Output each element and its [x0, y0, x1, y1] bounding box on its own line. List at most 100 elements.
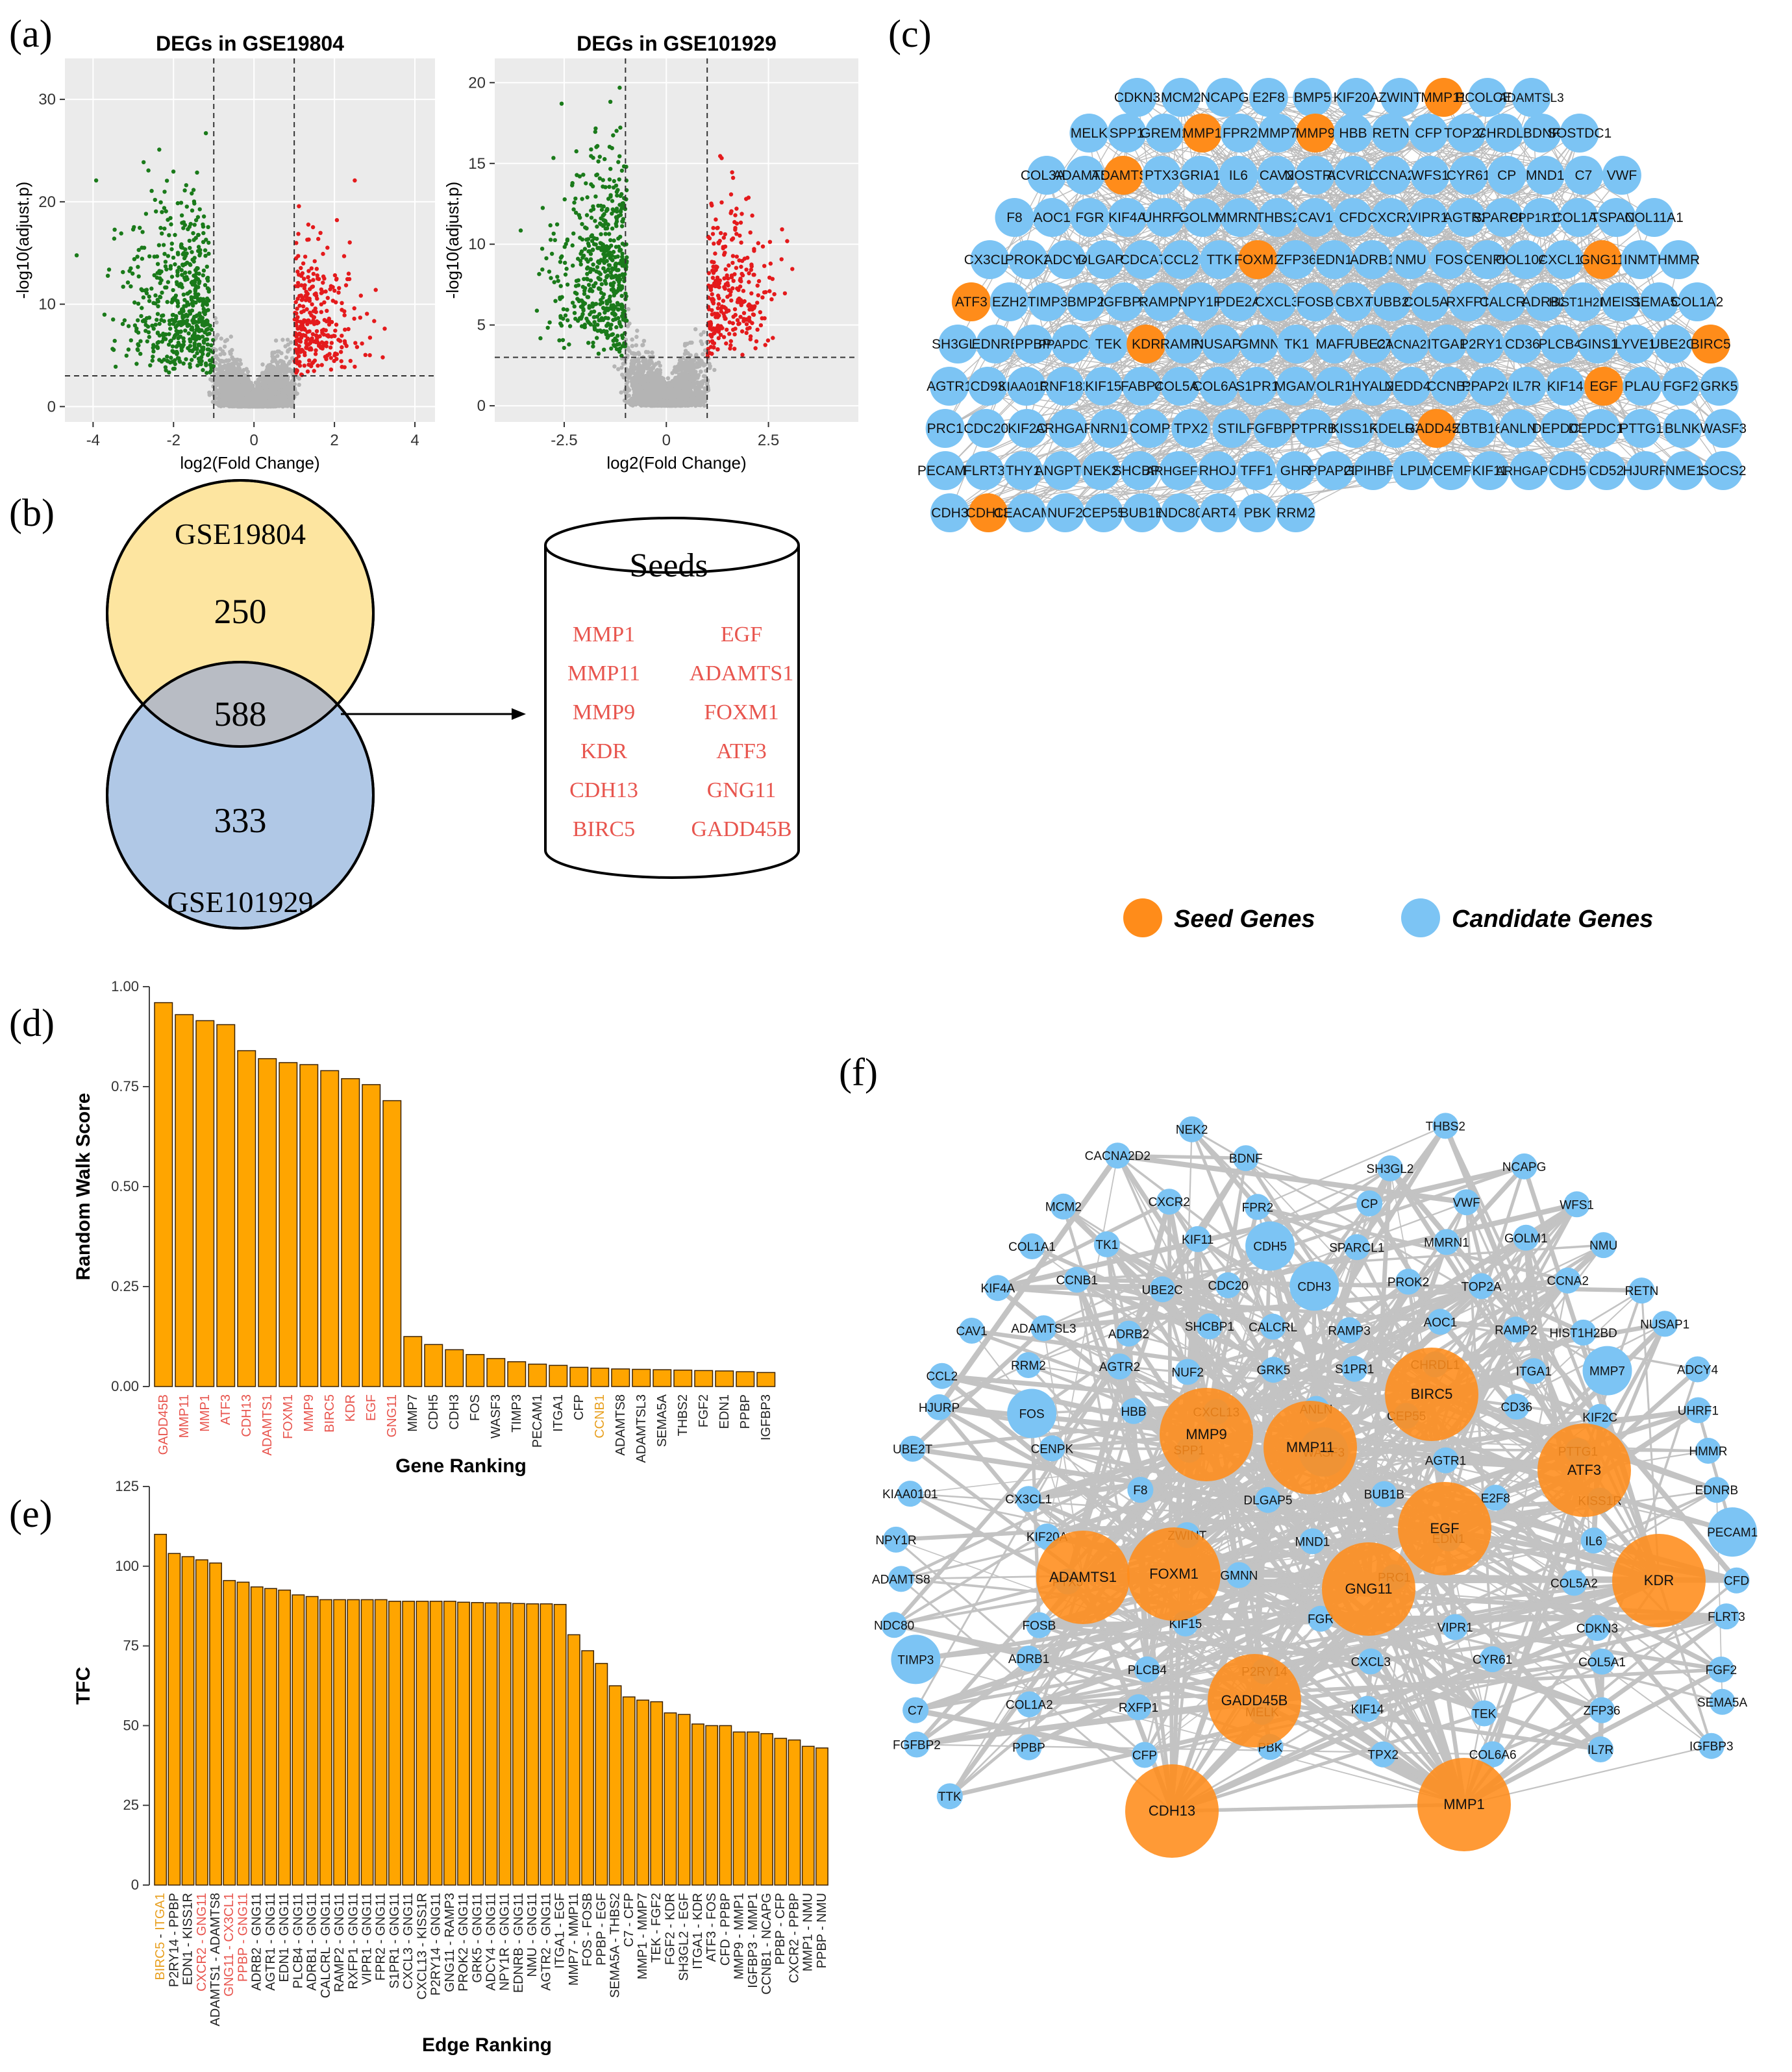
network-node: DLGAP5 [1078, 240, 1132, 279]
candidate-node [1663, 409, 1702, 448]
bar [445, 1349, 464, 1387]
node-label: ADAMTSL3 [1499, 92, 1563, 105]
network-node: HMMR [1658, 240, 1700, 279]
node-label: KIF2C [1008, 421, 1047, 436]
network-node: P2RY14 [1460, 325, 1510, 364]
x-tick-label: SEMA5A [655, 1394, 669, 1447]
node-label: CCNB1 [1056, 1274, 1097, 1288]
candidate-node [1634, 198, 1674, 237]
node-label: TEK [1472, 1708, 1496, 1721]
node-label: CACNA2D2 [1085, 1150, 1151, 1163]
x-tick-label: THBS2 [676, 1394, 690, 1436]
network-node: EGF [1398, 1482, 1491, 1575]
network-node: FOXM1 [1127, 1527, 1221, 1621]
network-node: MCM2 [1045, 1193, 1082, 1220]
candidate-node [1502, 1316, 1529, 1343]
network-node: ANLN [1499, 409, 1538, 448]
node-label: CDH5 [1549, 463, 1586, 478]
candidate-node [1199, 367, 1239, 406]
network-node: CEP55 [1082, 493, 1125, 532]
network-node: PPP1R15A [1510, 198, 1573, 237]
candidate-node [1391, 367, 1431, 406]
node-label: MMP1 [1182, 126, 1222, 141]
network-node: SOCS2 [1700, 451, 1747, 490]
candidate-node [926, 1394, 952, 1420]
candidate-node [1334, 114, 1373, 153]
node-label: E2F8 [1252, 90, 1285, 105]
node-label: TEK [1095, 337, 1122, 352]
candidate-node [1065, 156, 1105, 195]
network-node: HYAL2 [1352, 367, 1394, 406]
network-node: FGR [1070, 198, 1110, 237]
network-node: GRK5 [1699, 367, 1739, 406]
seed-gene: FOXM1 [704, 700, 778, 724]
node-label: IL6 [1585, 1535, 1602, 1548]
seed-node [1125, 1764, 1219, 1858]
network-node: NEK2 [1176, 1116, 1208, 1142]
bar [175, 1014, 194, 1387]
node-label: MMP7 [1589, 1365, 1625, 1379]
node-label: MMP7 [1258, 126, 1298, 141]
network-node: MMP1 [1417, 1758, 1511, 1851]
venn-top-label: GSE19804 [175, 517, 306, 550]
node-label: TIMP3 [1028, 295, 1068, 310]
node-label: CYR61 [1447, 168, 1491, 183]
node-label: COL1A1 [1552, 210, 1605, 225]
network-node: TK1 [1277, 325, 1316, 364]
seed-node [1238, 240, 1278, 279]
candidate-node [1089, 409, 1128, 448]
candidate-node [1253, 409, 1293, 448]
x-tick-label: P2RY14 - GNG11 [429, 1893, 443, 1995]
network-node: ITGA1 [1516, 1358, 1552, 1385]
node-label: FGR [1308, 1613, 1334, 1627]
candidate-node [1570, 1319, 1597, 1346]
x-tick-label: EDN1 [717, 1394, 732, 1429]
candidate-node [966, 409, 1006, 448]
node-label: PPAP2B [1308, 463, 1360, 478]
node-label: CACNA2D2 [1376, 338, 1442, 352]
node-label: P2RY14 [1460, 337, 1510, 352]
node-label: MMP9 [1296, 126, 1336, 141]
bar [305, 1596, 319, 1886]
network-node: HJURP [919, 1394, 960, 1420]
candidate-node [881, 1612, 908, 1638]
node-label: CCNB1 [1426, 379, 1473, 394]
network-node: CXCL3 [1255, 282, 1299, 321]
node-label: NEDD4L [1384, 379, 1438, 394]
node-label: GNG11 [1345, 1581, 1393, 1597]
bar [223, 1580, 236, 1886]
node-label: KIF15 [1085, 379, 1121, 394]
candidate-node [1653, 325, 1693, 364]
x-tick-label: EDN1 - KISS1R [181, 1893, 195, 1985]
candidate-node [1589, 1648, 1615, 1675]
y-tick-label: 0.25 [111, 1278, 139, 1294]
network-node: MAFF [1315, 325, 1354, 364]
node-label: INMT [1624, 253, 1657, 267]
network-node: GOLM1 [1504, 1224, 1548, 1251]
gene-network-c: CDKN3 MCM2 NCAPG E2F8 BMP5 KIF20A ZWINTMMP11PC… [917, 78, 1747, 532]
network-node: CCL2 [1162, 240, 1201, 279]
network-node: CD36 [1502, 325, 1542, 364]
network-node: COL3A1 [1021, 156, 1073, 195]
candidate-node [1352, 325, 1391, 364]
candidate-node [1030, 1315, 1057, 1342]
candidate-node [1695, 1438, 1721, 1464]
network-node: GNG11 [1322, 1542, 1415, 1636]
network-node: WFS1 [1410, 156, 1450, 195]
node-label: FOS [1019, 1408, 1045, 1422]
candidate-node [1522, 114, 1562, 153]
network-node: MMP11 [1263, 1401, 1357, 1494]
network-node: CDKN3 [1576, 1615, 1618, 1641]
network-node: CACNA2D2 [1376, 325, 1443, 364]
x-tick-label: CXCR2 - GNG11 [195, 1893, 209, 1992]
network-node: MCEMP1 [1422, 451, 1480, 490]
node-label: NME1 [1665, 463, 1703, 478]
candidate-node [1145, 114, 1184, 153]
bar [168, 1553, 181, 1886]
candidate-node [1561, 1570, 1587, 1596]
network-node: TEK [1471, 1700, 1497, 1727]
network-node: CALCRL [1479, 282, 1533, 321]
node-label: MND1 [1526, 168, 1565, 183]
node-label: VWF [1452, 1196, 1480, 1210]
candidate-node [1704, 409, 1743, 448]
